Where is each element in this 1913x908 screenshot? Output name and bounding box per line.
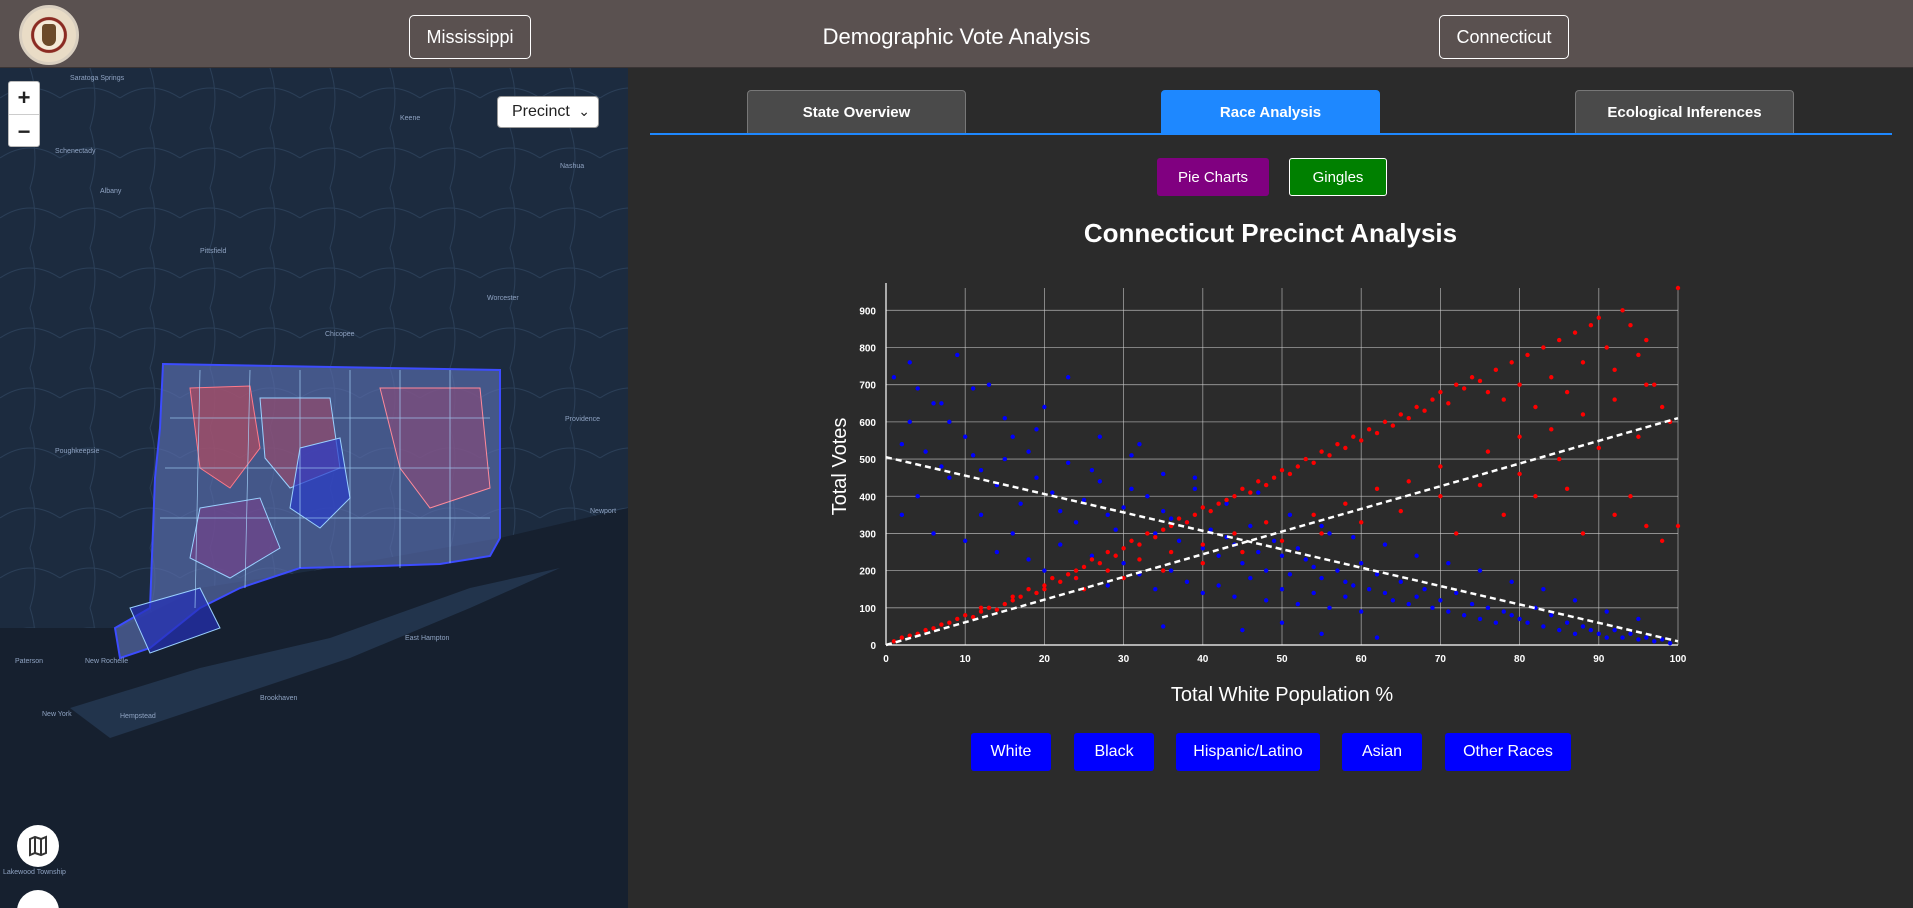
svg-text:Lakewood Township: Lakewood Township — [3, 869, 66, 876]
map-canvas[interactable]: Saratoga Springs Schenectady Albany Pitt… — [0, 68, 628, 908]
precinct-select-value: Precinct — [512, 103, 570, 120]
analysis-panel — [628, 68, 1913, 908]
map-secondary-button[interactable] — [17, 890, 59, 908]
svg-text:Paterson: Paterson — [15, 658, 43, 665]
svg-text:Providence: Providence — [565, 416, 600, 423]
svg-text:Newport: Newport — [590, 508, 616, 515]
race-button-asian[interactable]: Asian — [1342, 733, 1422, 771]
precinct-select[interactable]: Precinct ⌄ — [497, 96, 599, 128]
zoom-control: + − — [8, 81, 40, 147]
race-button-white[interactable]: White — [971, 733, 1051, 771]
chart-title: Connecticut Precinct Analysis — [1083, 218, 1458, 248]
page-title: Demographic Vote Analysis — [822, 24, 1091, 49]
mississippi-button[interactable]: Mississippi — [409, 15, 531, 59]
tab-state-overview[interactable]: State Overview — [747, 90, 966, 134]
connecticut-button[interactable]: Connecticut — [1439, 15, 1569, 59]
map-layers-button[interactable] — [17, 825, 59, 867]
svg-text:New Rochelle: New Rochelle — [85, 658, 128, 665]
svg-text:Hempstead: Hempstead — [120, 713, 156, 720]
gingles-button[interactable]: Gingles — [1289, 158, 1387, 196]
svg-text:Pittsfield: Pittsfield — [200, 248, 227, 255]
tab-race-analysis[interactable]: Race Analysis — [1161, 90, 1380, 134]
svg-text:Poughkeepsie: Poughkeepsie — [55, 448, 99, 455]
svg-text:Brookhaven: Brookhaven — [260, 695, 297, 702]
svg-text:Schenectady: Schenectady — [55, 148, 96, 155]
state-seal-logo[interactable] — [19, 5, 79, 65]
svg-text:Keene: Keene — [400, 115, 420, 122]
map-icon — [29, 835, 47, 857]
race-button-hispanic-latino[interactable]: Hispanic/Latino — [1176, 733, 1320, 771]
svg-text:East Hampton: East Hampton — [405, 635, 449, 642]
svg-text:Albany: Albany — [100, 188, 122, 195]
chevron-down-icon: ⌄ — [578, 103, 590, 119]
race-button-black[interactable]: Black — [1074, 733, 1154, 771]
svg-text:Chicopee: Chicopee — [325, 331, 355, 338]
tab-underline — [650, 133, 1892, 135]
tab-ecological-inferences[interactable]: Ecological Inferences — [1575, 90, 1794, 134]
zoom-in-button[interactable]: + — [9, 82, 39, 115]
race-button-other-races[interactable]: Other Races — [1445, 733, 1571, 771]
map-view[interactable]: Saratoga Springs Schenectady Albany Pitt… — [0, 68, 628, 908]
top-bar: Mississippi Demographic Vote Analysis Co… — [0, 0, 1913, 68]
svg-text:Saratoga Springs: Saratoga Springs — [70, 75, 125, 82]
svg-text:Worcester: Worcester — [487, 295, 519, 302]
svg-text:New York: New York — [42, 711, 72, 718]
zoom-out-button[interactable]: − — [17, 118, 31, 144]
svg-text:Nashua: Nashua — [560, 163, 584, 170]
pie-charts-button[interactable]: Pie Charts — [1157, 158, 1269, 196]
